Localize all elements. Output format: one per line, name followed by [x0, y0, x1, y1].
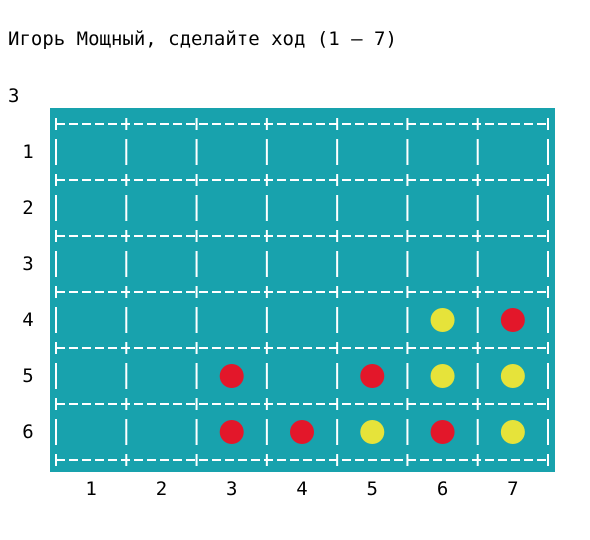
row-label: 6: [13, 420, 43, 444]
red-disc: [220, 420, 244, 444]
yellow-disc: [501, 364, 525, 388]
move-input-echo[interactable]: 3: [8, 84, 19, 108]
column-label[interactable]: 3: [217, 477, 247, 501]
game-board: [50, 108, 555, 472]
yellow-disc: [501, 420, 525, 444]
row-label: 3: [13, 252, 43, 276]
column-label[interactable]: 7: [498, 477, 528, 501]
column-label[interactable]: 4: [287, 477, 317, 501]
red-disc: [220, 364, 244, 388]
red-disc: [360, 364, 384, 388]
column-label[interactable]: 2: [146, 477, 176, 501]
column-label[interactable]: 5: [357, 477, 387, 501]
red-disc: [431, 420, 455, 444]
board-grid: [50, 108, 555, 472]
column-label[interactable]: 6: [428, 477, 458, 501]
row-label: 4: [13, 308, 43, 332]
red-disc: [290, 420, 314, 444]
yellow-disc: [360, 420, 384, 444]
yellow-disc: [431, 364, 455, 388]
column-label[interactable]: 1: [76, 477, 106, 501]
row-label: 1: [13, 140, 43, 164]
yellow-disc: [431, 308, 455, 332]
red-disc: [501, 308, 525, 332]
move-prompt: Игорь Мощный, сделайте ход (1 – 7): [8, 27, 397, 51]
row-label: 2: [13, 196, 43, 220]
row-label: 5: [13, 364, 43, 388]
